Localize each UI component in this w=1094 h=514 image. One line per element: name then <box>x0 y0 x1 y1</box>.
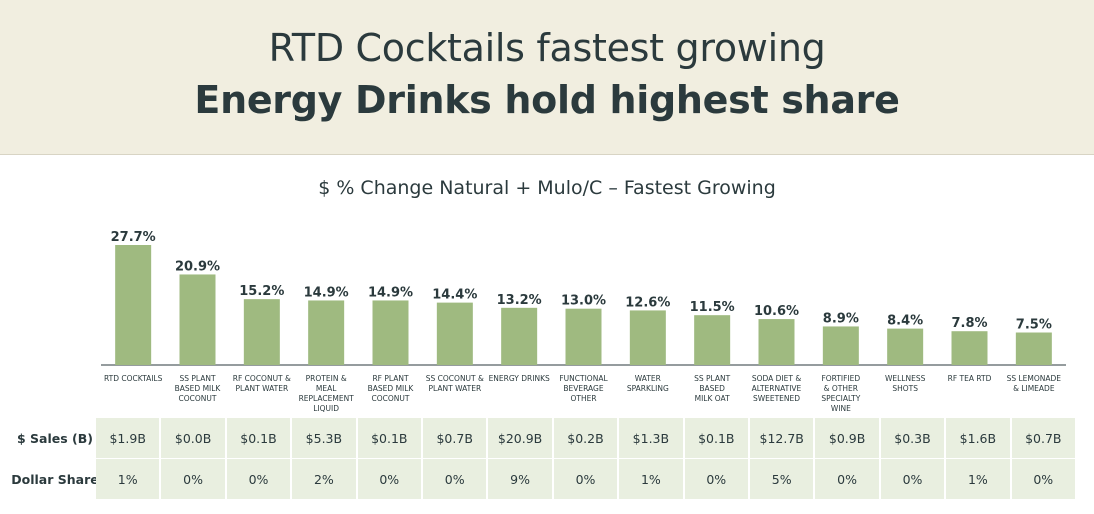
bar <box>822 326 859 365</box>
table-cell: $1.6B <box>946 418 1010 458</box>
category-label: RF TEA RTD <box>948 374 992 383</box>
category-label: WATER SPARKLING <box>627 374 669 393</box>
bar-value-label: 27.7% <box>111 230 156 245</box>
bar-chart: 27.7% RTD COCKTAILS 20.9% SS PLANT BASED MIL… <box>101 230 1066 413</box>
table-cell: $0.1B <box>684 418 748 458</box>
bar-value-label: 14.9% <box>368 285 413 300</box>
table-cell: $0.9B <box>815 418 879 458</box>
table-cell: $1.3B <box>619 418 683 458</box>
bar <box>372 300 409 365</box>
bar-value-label: 8.9% <box>823 311 859 326</box>
bar <box>501 307 538 365</box>
table-cell: $0.3B <box>880 418 945 458</box>
chart-title: $ % Change Natural + Mulo/C – Fastest Gr… <box>318 177 776 199</box>
bar <box>694 315 731 365</box>
table-cell: 0% <box>161 459 225 499</box>
bar-value-label: 14.4% <box>432 288 477 303</box>
bar-value-label: 15.2% <box>239 284 284 299</box>
bar <box>179 274 216 365</box>
table-cell: 1% <box>619 459 683 499</box>
table-cell: 1% <box>96 459 160 499</box>
bar <box>243 299 280 365</box>
bar <box>565 308 602 365</box>
table-cell: 0% <box>1011 459 1075 499</box>
bar <box>951 331 988 365</box>
bar <box>887 328 924 365</box>
bar-value-label: 13.0% <box>561 294 606 309</box>
bar <box>436 302 473 365</box>
bar-value-label: 8.4% <box>887 314 923 329</box>
category-label: FORTIFIED & OTHER SPECIALTY WINE <box>821 374 860 413</box>
category-label: RTD COCKTAILS <box>104 374 163 383</box>
table-cell: 0% <box>815 459 879 499</box>
bar <box>629 310 666 365</box>
bar-value-label: 10.6% <box>754 304 799 319</box>
table-cell: 0% <box>880 459 945 499</box>
table-row-label: $ Sales (B) <box>17 430 93 446</box>
table-cell: 0% <box>226 459 291 499</box>
bar <box>308 300 345 365</box>
bar <box>1015 332 1052 365</box>
table-cell: 0% <box>684 459 748 499</box>
bar-value-label: 13.2% <box>497 293 542 308</box>
bar-value-label: 14.9% <box>304 285 349 300</box>
table-cell: 0% <box>553 459 618 499</box>
header-banner: RTD Cocktails fastest growing Energy Dri… <box>0 0 1094 155</box>
table-cell: 0% <box>357 459 421 499</box>
category-label: ENERGY DRINKS <box>489 374 550 383</box>
table-cell: $12.7B <box>750 418 814 458</box>
table-cell: $0.1B <box>226 418 291 458</box>
table-row-label: Dollar Share <box>11 471 99 487</box>
table-cell: 0% <box>423 459 487 499</box>
table-cell: 9% <box>488 459 552 499</box>
category-label: SS PLANT BASED MILK COCONUT <box>175 374 222 403</box>
table-cell: 2% <box>292 459 356 499</box>
category-label: RF PLANT BASED MILK COCONUT <box>368 374 415 403</box>
category-label: RF COCONUT & PLANT WATER <box>233 374 291 393</box>
bar-value-label: 7.5% <box>1016 318 1052 333</box>
table-cell: $0.0B <box>161 418 225 458</box>
table-cell: 5% <box>750 459 814 499</box>
table-cell: $0.1B <box>357 418 421 458</box>
page-title-line2: Energy Drinks hold highest share <box>194 78 900 122</box>
bar-value-label: 20.9% <box>175 259 220 274</box>
table-cell: $0.7B <box>423 418 487 458</box>
bar-value-label: 11.5% <box>690 300 735 315</box>
table-cell: $0.2B <box>553 418 618 458</box>
bar <box>115 245 152 365</box>
page-title-line1: RTD Cocktails fastest growing <box>268 26 826 70</box>
table-cell: 1% <box>946 459 1010 499</box>
category-label: SS COCONUT & PLANT WATER <box>426 374 484 393</box>
category-label: SS PLANT BASED MILK OAT <box>694 374 731 403</box>
bar-value-label: 12.6% <box>625 295 670 310</box>
category-label: PROTEIN & MEAL REPLACEMENT LIQUID <box>299 374 355 413</box>
category-label: FUNCTIONAL BEVERAGE OTHER <box>559 374 608 403</box>
bar <box>758 319 795 365</box>
table-cell: $5.3B <box>292 418 356 458</box>
bar-value-label: 7.8% <box>951 316 987 331</box>
category-label: WELLNESS SHOTS <box>885 374 926 393</box>
table-cell: $1.9B <box>96 418 160 458</box>
category-label: SS LEMONADE & LIMEADE <box>1007 374 1062 393</box>
table-cell: $0.7B <box>1011 418 1075 458</box>
table-cell: $20.9B <box>488 418 552 458</box>
category-label: SODA DIET & ALTERNATIVE SWEETENED <box>752 374 802 403</box>
